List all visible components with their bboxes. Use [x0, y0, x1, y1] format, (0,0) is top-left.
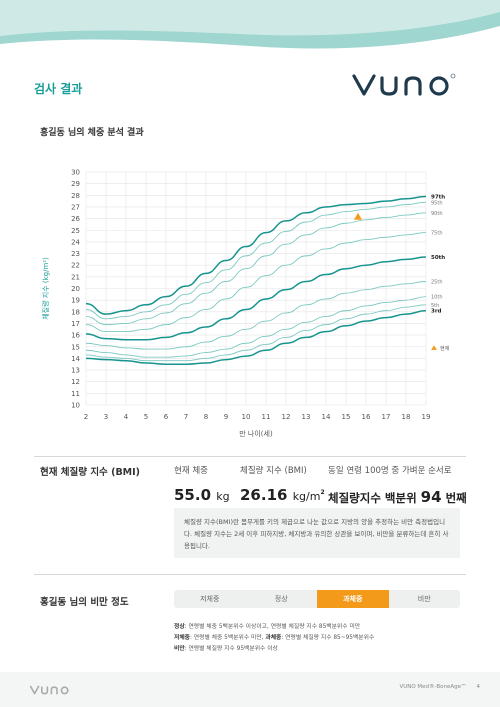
y-tick-label: 21: [71, 273, 80, 281]
series-label-95th: 95th: [431, 200, 443, 206]
weight-label: 현재 체중: [174, 466, 208, 476]
bmi-label: 체질량 지수 (BMI): [240, 466, 307, 476]
series-line-10th: [85, 296, 427, 358]
x-tick-label: 5: [144, 413, 148, 421]
x-tick-label: 16: [362, 413, 371, 421]
x-tick-label: 14: [322, 413, 331, 421]
x-tick-label: 6: [164, 413, 169, 421]
series-line-90th: [85, 212, 427, 326]
bmi-note: 체질량 지수(BMI)란 몸무게를 키의 제곱으로 나눈 값으로 지방의 양을 …: [174, 508, 460, 558]
y-tick-label: 13: [71, 367, 80, 375]
x-tick-label: 19: [422, 413, 431, 421]
y-tick-label: 12: [71, 378, 80, 386]
percentile-metric: 동일 연령 100명 중 가벼운 순서로 체질량지수 백분위 94 번째: [328, 464, 467, 506]
segment-obese: 비만: [417, 595, 431, 603]
y-tick-label: 11: [71, 390, 80, 398]
series-label-50th: 50th: [431, 255, 445, 261]
weight-value: 55.0 kg: [174, 486, 230, 504]
legend-marker-label: 현재: [440, 345, 450, 352]
y-tick-label: 17: [71, 320, 80, 328]
page-number: 4: [476, 684, 481, 690]
definition-line: 저체중: 연령별 체중 5백분위수 미만, 과체중: 연령별 체질량 지수 85…: [174, 635, 375, 641]
y-axis-label: 체질량 지수 (kg/m²): [41, 257, 50, 320]
y-tick-label: 20: [71, 285, 80, 293]
x-tick-label: 18: [402, 413, 411, 421]
series-label-75th: 75th: [431, 231, 443, 237]
y-tick-label: 19: [71, 297, 80, 305]
series-line-25th: [85, 281, 427, 350]
series-line-3rd: [85, 309, 427, 365]
bmi-metric: 체질량 지수 (BMI) 26.16 kg/m2: [240, 464, 325, 504]
y-tick-label: 16: [71, 332, 80, 340]
x-tick-label: 17: [382, 413, 391, 421]
percentile-value: 체질량지수 백분위 94 번째: [328, 488, 467, 506]
series-line-75th: [85, 232, 427, 333]
y-tick-label: 15: [71, 343, 80, 351]
x-tick-label: 8: [204, 413, 208, 421]
section-title: 검사 결과: [34, 82, 83, 96]
y-tick-label: 25: [71, 227, 80, 235]
y-tick-label: 18: [71, 308, 80, 316]
series-line-97th: [85, 195, 427, 315]
chart-title: 홍길동 님의 체중 분석 결과: [40, 128, 144, 138]
footer: VUNO Med®-BoneAge™ 4: [0, 672, 500, 707]
x-tick-label: 11: [262, 413, 271, 421]
vuno-footer-logo: [29, 685, 69, 695]
y-tick-label: 24: [71, 238, 80, 246]
percentile-label: 동일 연령 100명 중 가벼운 순서로: [328, 466, 452, 476]
segment-underweight: 저체중: [200, 595, 220, 603]
x-tick-label: 12: [282, 413, 291, 421]
definition-line: 정상: 연령별 체중 5백분위수 이상이고, 연령별 체질량 지수 85백분위수…: [174, 624, 361, 630]
y-tick-label: 22: [71, 262, 80, 270]
weight-metric: 현재 체중 55.0 kg: [174, 464, 230, 504]
series-label-25th: 25th: [431, 280, 443, 286]
footer-product: VUNO Med®-BoneAge™: [399, 684, 467, 690]
obesity-scale: 저체중 정상 과체중 비만: [174, 590, 460, 608]
y-tick-label: 23: [71, 250, 80, 258]
vuno-logo: [352, 73, 456, 96]
x-tick-label: 10: [242, 413, 251, 421]
y-tick-label: 27: [71, 203, 80, 211]
x-tick-label: 9: [224, 413, 228, 421]
obesity-definitions: 정상: 연령별 체중 5백분위수 이상이고, 연령별 체질량 지수 85백분위수…: [174, 622, 374, 655]
x-tick-label: 13: [302, 413, 311, 421]
x-tick-label: 2: [84, 413, 88, 421]
y-tick-label: 14: [71, 355, 80, 363]
header-wave: [0, 0, 500, 49]
x-tick-label: 4: [124, 413, 129, 421]
footer-text: VUNO Med®-BoneAge™ 4: [399, 684, 480, 690]
series-label-97th: 97th: [431, 194, 445, 200]
x-tick-label: 7: [184, 413, 188, 421]
x-tick-label: 15: [342, 413, 351, 421]
current-bmi-marker: [354, 212, 362, 220]
y-tick-label: 10: [71, 402, 80, 410]
series-line-50th: [85, 256, 427, 341]
segment-normal: 정상: [274, 595, 288, 603]
x-tick-label: 3: [104, 413, 108, 421]
divider: [34, 574, 466, 575]
y-tick-label: 30: [71, 169, 80, 177]
definition-line: 비만: 연령별 체질량 지수 95백분위수 이상: [174, 646, 278, 652]
segment-overweight: 과체중: [317, 590, 389, 608]
x-axis-label: 만 나이(세): [239, 429, 273, 438]
divider: [34, 456, 466, 457]
bmi-growth-chart: 1011121314151617181920212223242526272829…: [41, 169, 450, 439]
y-tick-label: 26: [71, 215, 80, 223]
y-tick-label: 29: [71, 180, 80, 188]
series-label-3rd: 3rd: [431, 309, 442, 315]
y-tick-label: 28: [71, 192, 80, 200]
obesity-label: 홍길동 님의 비만 정도: [40, 597, 129, 608]
series-label-10th: 10th: [431, 295, 443, 301]
series-line-95th: [85, 201, 427, 320]
series-line-5th: [85, 304, 427, 362]
series-label-90th: 90th: [431, 211, 443, 217]
current-bmi-label: 현재 체질량 지수 (BMI): [40, 467, 141, 478]
legend-marker-icon: [431, 345, 437, 350]
bmi-value: 26.16 kg/m2: [240, 486, 325, 504]
series-label-5th: 5th: [431, 303, 439, 309]
